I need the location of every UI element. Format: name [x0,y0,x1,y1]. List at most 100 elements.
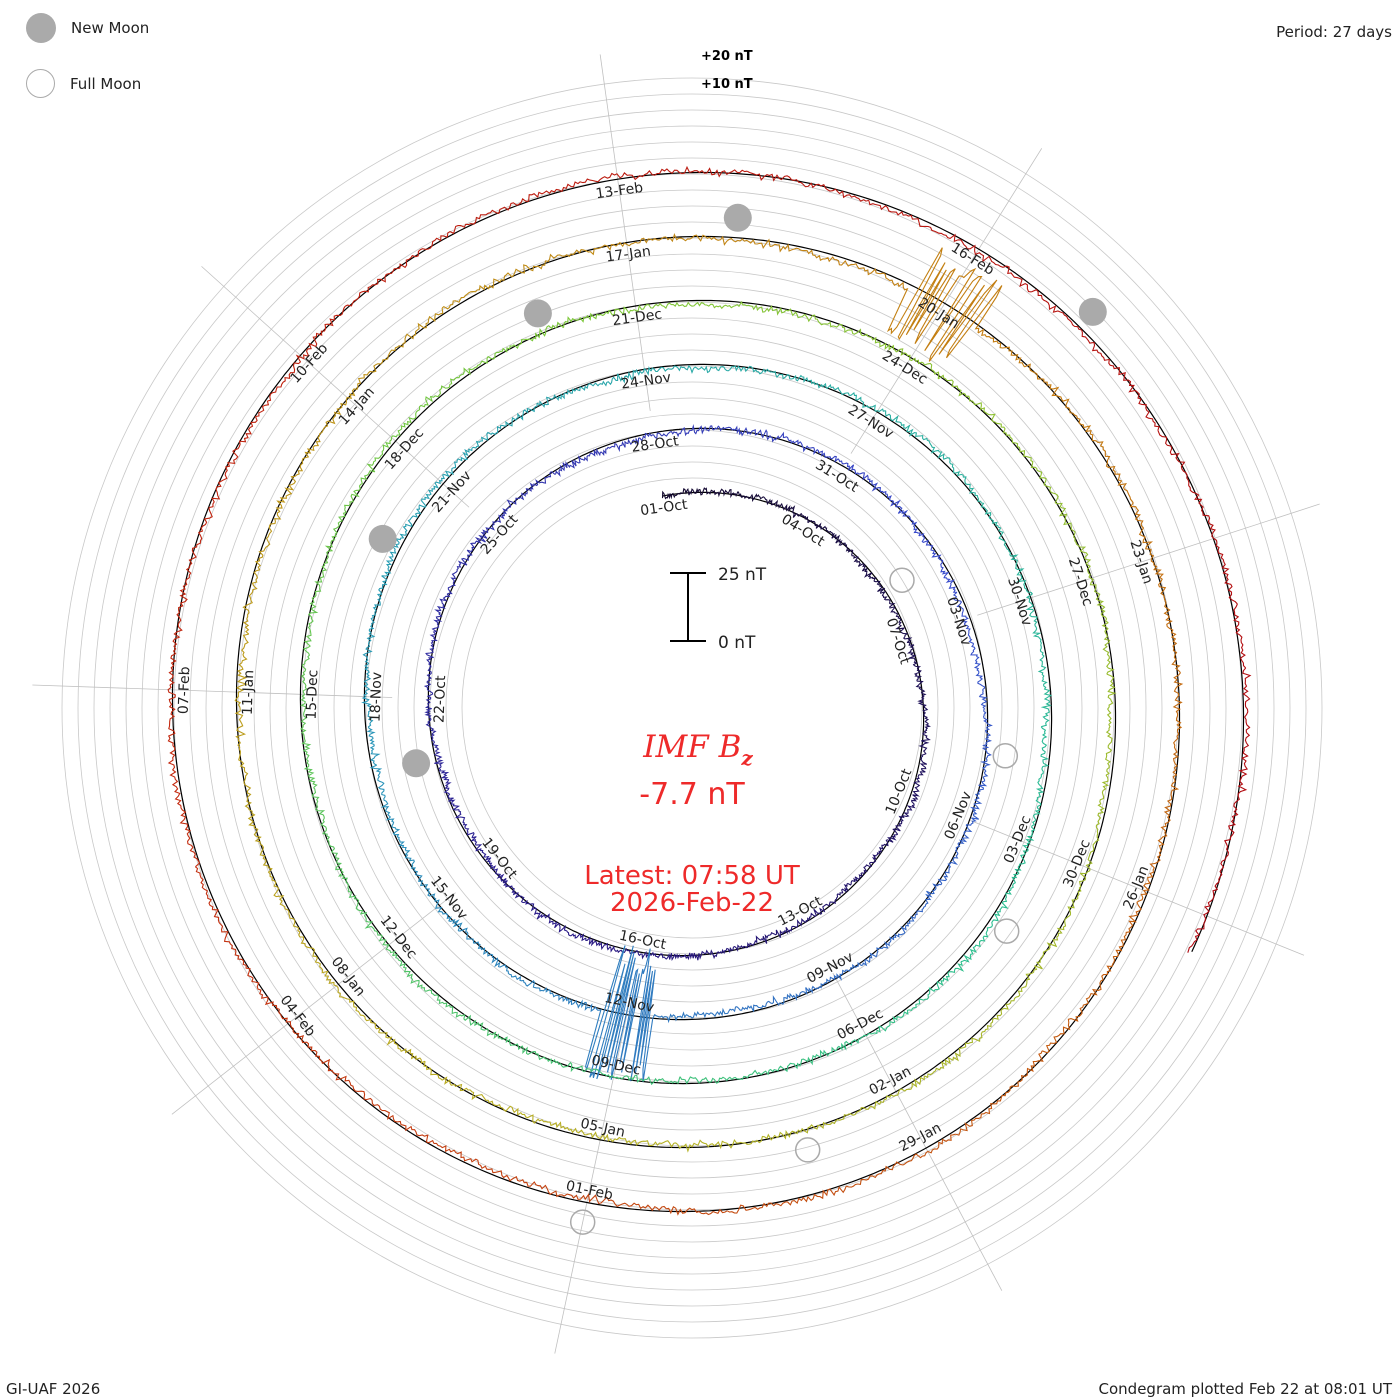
ring-label-20: +20 nT [701,49,753,64]
date-label: 17-Jan [605,243,652,265]
bz-trace-segment [966,791,983,826]
bz-trace-segment [713,235,771,250]
bz-trace-segment [964,624,978,657]
date-label: 01-Oct [639,497,689,520]
grid-ring [397,413,987,1003]
bz-trace-segment [768,1056,813,1073]
latest-value: -7.7 nT [639,777,745,812]
bz-trace-segment [726,1133,780,1149]
bz-trace-segment [913,267,1003,362]
grid-ring [205,221,1179,1195]
bz-trace-segment [918,533,944,562]
bz-trace-segment [305,305,346,357]
bz-trace-segment [917,434,951,463]
bz-trace-segment [769,370,810,383]
bz-trace-segment [558,923,587,942]
bz-trace-segment [455,809,475,839]
bz-trace-segment [981,253,1032,293]
bz-trace-segment [737,491,764,503]
bz-trace-segment [489,862,510,888]
bz-trace-segment [253,525,273,580]
bz-trace-segment [635,1074,681,1086]
bz-trace-segment [825,256,881,276]
bz-trace-segment [917,695,930,725]
bz-trace-segment [836,876,861,898]
bz-trace-segment [244,797,264,850]
bz-trace-segment [1041,1006,1083,1054]
date-label: 29-Jan [897,1120,944,1155]
bz-trace-segment [179,805,201,868]
bz-trace-segment [1031,289,1082,331]
grid-spoke [850,148,1043,454]
bz-trace-segment [1082,956,1116,1008]
bz-trace-segment [895,616,913,643]
bz-trace-segment [554,455,585,478]
bz-trace-segment [446,207,503,238]
bz-trace-segment [361,690,374,729]
bz-trace-segment [657,233,715,243]
bz-trace-segment [366,727,381,766]
grid-spoke [977,503,1320,616]
bz-trace-segment [979,405,1016,444]
bz-trace-segment [1105,724,1113,776]
bz-trace-segment [474,344,519,369]
bz-trace-segment [1150,558,1171,616]
full-moon-icon [26,69,55,98]
bz-trace-segment [442,448,473,478]
scale-bottom-label: 0 nT [718,633,756,653]
bz-trace-segment [871,482,901,508]
grid-spoke [832,972,1003,1291]
grid-ring [61,77,1323,1339]
footer-plot-time: Condegram plotted Feb 22 at 08:01 UT [1098,1380,1392,1398]
grid-ring [317,333,1067,1083]
new-moon-marker [723,203,752,232]
bz-trace-segment [879,1075,925,1105]
bz-trace-segment [341,875,368,918]
bz-trace-segment [323,383,359,429]
bz-trace-segment [237,742,252,798]
bz-trace-segment [585,936,615,953]
bz-trace-segment [311,554,329,601]
bz-trace-segment [746,170,808,188]
new-moon-marker [523,299,552,328]
grid-spoke [201,266,470,508]
bz-trace-segment [787,1185,847,1206]
bz-trace-segment [344,470,376,510]
bz-trace-segment [683,165,748,178]
grid-spoke [171,892,456,1115]
date-label: 28-Oct [630,433,680,456]
bz-trace-segment [1001,1050,1044,1097]
bz-trace-segment [380,800,401,838]
bz-trace-segment [679,424,714,437]
bz-trace-segment [915,752,928,781]
bz-trace-segment [399,307,444,348]
date-label: 23-Jan [1127,538,1156,586]
bz-trace-segment [978,689,988,724]
bz-trace-segment [780,431,814,453]
bz-trace-segment [811,1040,854,1060]
bz-trace-segment [1024,363,1070,408]
bz-trace-segment [1233,603,1247,669]
bz-trace-segment [433,1142,490,1170]
bz-trace-segment [661,488,688,500]
bz-trace-segment [369,764,387,802]
bz-trace-segment [611,366,652,384]
bz-trace-segment [689,365,731,375]
new-moon-label: New Moon [71,19,150,37]
bz-trace-segment [457,536,486,566]
bz-trace-segment [673,1139,727,1153]
full-moon-marker [889,567,915,593]
latest-time: Latest: 07:58 UT [584,861,800,891]
bz-trace-segment [906,779,921,809]
bz-trace-segment [424,989,465,1018]
scale-top-label: 25 nT [718,565,767,585]
bz-trace-segment [666,1205,728,1216]
bz-trace-segment [1242,667,1252,733]
bz-trace-segment [365,614,376,654]
bz-trace-segment [433,593,451,626]
bz-trace-segment [1203,859,1226,921]
bz-trace-segment [1101,622,1115,675]
zero-level-spiral [171,171,1245,1213]
bz-trace-segment [1157,790,1173,849]
bz-trace-segment [1022,809,1041,852]
